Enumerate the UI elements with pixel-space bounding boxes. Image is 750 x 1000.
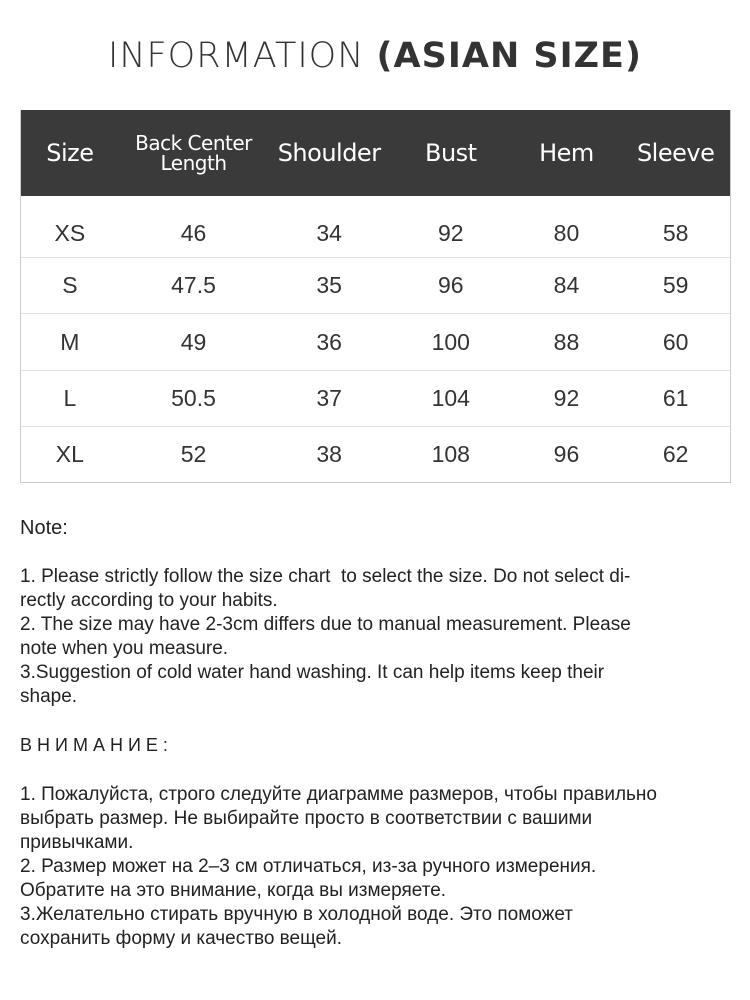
table-cell: 34: [316, 220, 342, 246]
table-cell: 96: [437, 272, 464, 298]
table-cell: 59: [662, 272, 689, 298]
table-row: S 47.5 35 96 84 59: [21, 258, 730, 314]
header-hem: Hem: [539, 139, 594, 167]
note-line: rectly according to your habits.: [20, 590, 278, 611]
table-cell: M: [60, 328, 80, 355]
table-cell: 92: [553, 385, 580, 411]
table-cell: 36: [316, 328, 342, 355]
table-row: L 50.5 37 104 92 61: [21, 371, 730, 427]
header-line: Length: [160, 151, 227, 175]
table-cell: 47.5: [171, 272, 216, 298]
table-cell: 49: [180, 328, 207, 355]
table-cell: 52: [180, 441, 207, 467]
title-main: INFORMATION: [108, 36, 365, 76]
table-header: Size Back Center Length Shoulder Bust Hem…: [21, 110, 730, 196]
table-cell: 35: [316, 272, 342, 298]
table-cell: 58: [662, 220, 689, 246]
table-cell: 37: [316, 385, 342, 411]
table-cell: S: [62, 272, 78, 298]
title-bold: (ASIAN SIZE): [376, 36, 642, 76]
header-line: Back Center: [135, 131, 252, 155]
table-row: XS 46 34 92 80 58: [21, 196, 730, 258]
notes-russian: 1. Пожалуйста, строго следуйте диаграмме…: [20, 783, 740, 951]
table-cell: 61: [662, 385, 689, 411]
note-line: 3.Suggestion of cold water hand washing.…: [20, 662, 605, 683]
note-line: сохранить форму и качество вещей.: [20, 928, 342, 949]
table-cell: L: [63, 385, 77, 411]
note-line: выбрать размер. Не выбирайте просто в со…: [20, 808, 593, 829]
table-row: XL 52 38 108 96 62: [21, 427, 730, 482]
table-cell: 80: [553, 220, 580, 246]
table-cell: 50.5: [171, 385, 216, 411]
note-line: shape.: [20, 686, 78, 707]
table-cell: 108: [431, 441, 470, 467]
table-cell: 46: [180, 220, 207, 246]
size-table: Size Back Center Length Shoulder Bust Hem…: [20, 110, 731, 483]
table-cell: 92: [437, 220, 464, 246]
table-body: XS 46 34 92 80 58 S 47.5 35 96 84 59 M 49 36 100 88 60 L 50…: [21, 196, 730, 482]
notes-english: 1. Please strictly follow the size chart…: [20, 565, 740, 709]
table-cell: 96: [553, 441, 580, 467]
table-cell: XS: [54, 220, 86, 246]
note-heading: Note:: [20, 517, 68, 539]
header-back-center-length: Back Center Length: [119, 133, 269, 173]
note-line: 3.Желательно стирать вручную в холодной …: [20, 904, 574, 925]
header-size: Size: [46, 139, 94, 167]
table-cell: 62: [662, 441, 689, 467]
header-shoulder: Shoulder: [277, 139, 381, 167]
note-line: 2. The size may have 2-3cm differs due t…: [20, 614, 631, 635]
note-line: 2. Размер может на 2–3 см отличаться, из…: [20, 856, 597, 877]
table-cell: XL: [55, 441, 84, 467]
note-line: 1. Please strictly follow the size chart…: [20, 566, 631, 587]
table-cell: 104: [431, 385, 470, 411]
note-line: привычками.: [20, 832, 134, 853]
header-sleeve: Sleeve: [636, 139, 715, 167]
table-cell: 38: [316, 441, 342, 467]
page-title: INFORMATION (ASIAN SIZE): [0, 36, 750, 76]
note-ru-heading: В Н И М А Н И Е :: [20, 735, 168, 755]
note-line: 1. Пожалуйста, строго следуйте диаграмме…: [20, 784, 657, 805]
table-cell: 84: [553, 272, 580, 298]
table-cell: 88: [553, 328, 580, 355]
table-row: M 49 36 100 88 60: [21, 314, 730, 371]
note-line: note when you measure.: [20, 638, 229, 659]
table-cell: 100: [431, 328, 470, 355]
header-bust: Bust: [424, 139, 477, 167]
table-cell: 60: [662, 328, 689, 355]
note-line: Обратите на это внимание, когда вы измер…: [20, 880, 447, 901]
